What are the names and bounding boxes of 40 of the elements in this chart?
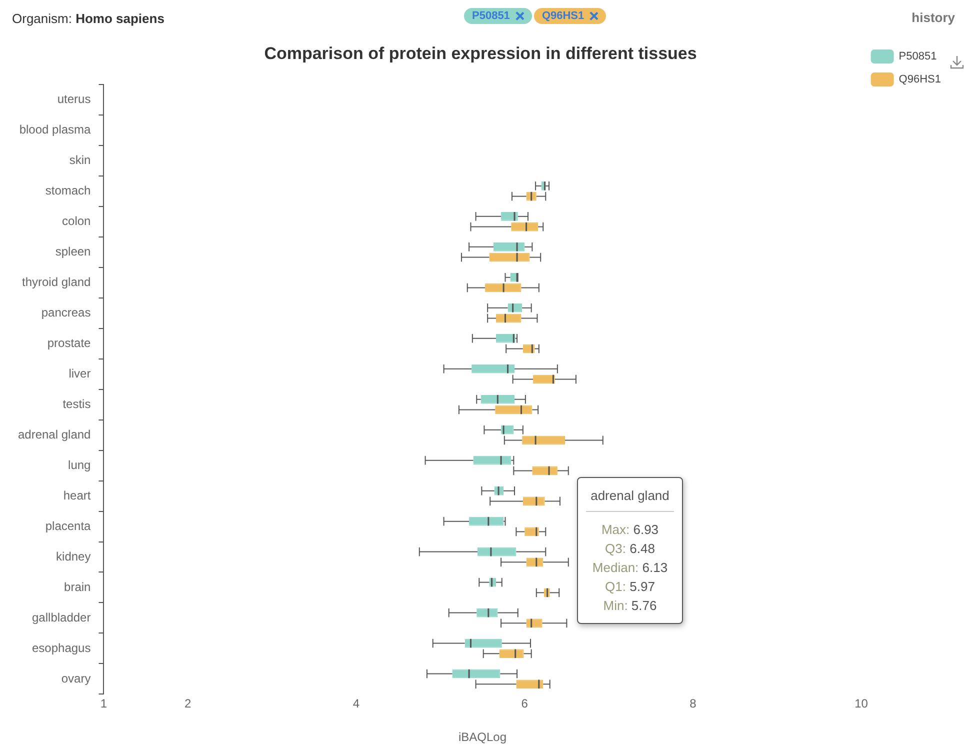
chart-title: Comparison of protein expression in different tissues	[264, 44, 697, 63]
x-tick-label: 10	[854, 696, 868, 711]
text: history	[912, 10, 955, 25]
y-tick-label: esophagus	[32, 640, 91, 655]
y-tick-label: liver	[68, 366, 91, 380]
y-tick-label: thyroid gland	[22, 274, 91, 289]
annotation: adrenal gland	[586, 488, 674, 512]
annotation: Q1: 5.97	[604, 578, 656, 596]
annotation: Median: 6.13	[591, 559, 669, 577]
y-tick-label: prostate	[47, 336, 92, 350]
annotation: Q3: 6.48	[604, 540, 656, 558]
y-tick-label: lung	[68, 458, 91, 472]
annotation: Min: 5.76	[602, 597, 658, 615]
x-axis-title: iBAQLog	[458, 730, 507, 744]
y-tick-label: placenta	[45, 518, 92, 533]
y-tick-label: gallbladder	[32, 610, 91, 624]
x-tick-label: 1	[100, 696, 108, 711]
x-tick-label: 8	[690, 696, 697, 711]
text: Q96HS1	[542, 10, 584, 22]
text: Organism: Homo sapiens	[12, 11, 164, 26]
x-tick-label: 6	[521, 696, 528, 711]
annotation: Max: 6.93	[600, 521, 660, 539]
text: P50851	[472, 10, 510, 22]
y-tick-label: adrenal gland	[18, 427, 91, 442]
y-tick-label: spleen	[55, 244, 91, 258]
y-tick-label: stomach	[45, 183, 91, 198]
y-tick-label: brain	[64, 580, 91, 594]
y-tick-label: blood plasma	[19, 122, 92, 136]
y-tick-label: skin	[69, 152, 91, 167]
y-tick-label: pancreas	[41, 305, 91, 320]
y-tick-label: ovary	[61, 671, 91, 686]
x-tick-label: 4	[352, 696, 360, 711]
x-tick-label: 2	[184, 696, 192, 711]
legend-label: Q96HS1	[898, 74, 942, 86]
legend-label: P50851	[898, 50, 937, 63]
y-tick-label: kidney	[56, 549, 91, 564]
y-tick-label: heart	[63, 488, 92, 502]
y-tick-label: testis	[62, 396, 91, 411]
y-tick-label: colon	[62, 214, 91, 228]
y-tick-label: uterus	[57, 92, 91, 106]
